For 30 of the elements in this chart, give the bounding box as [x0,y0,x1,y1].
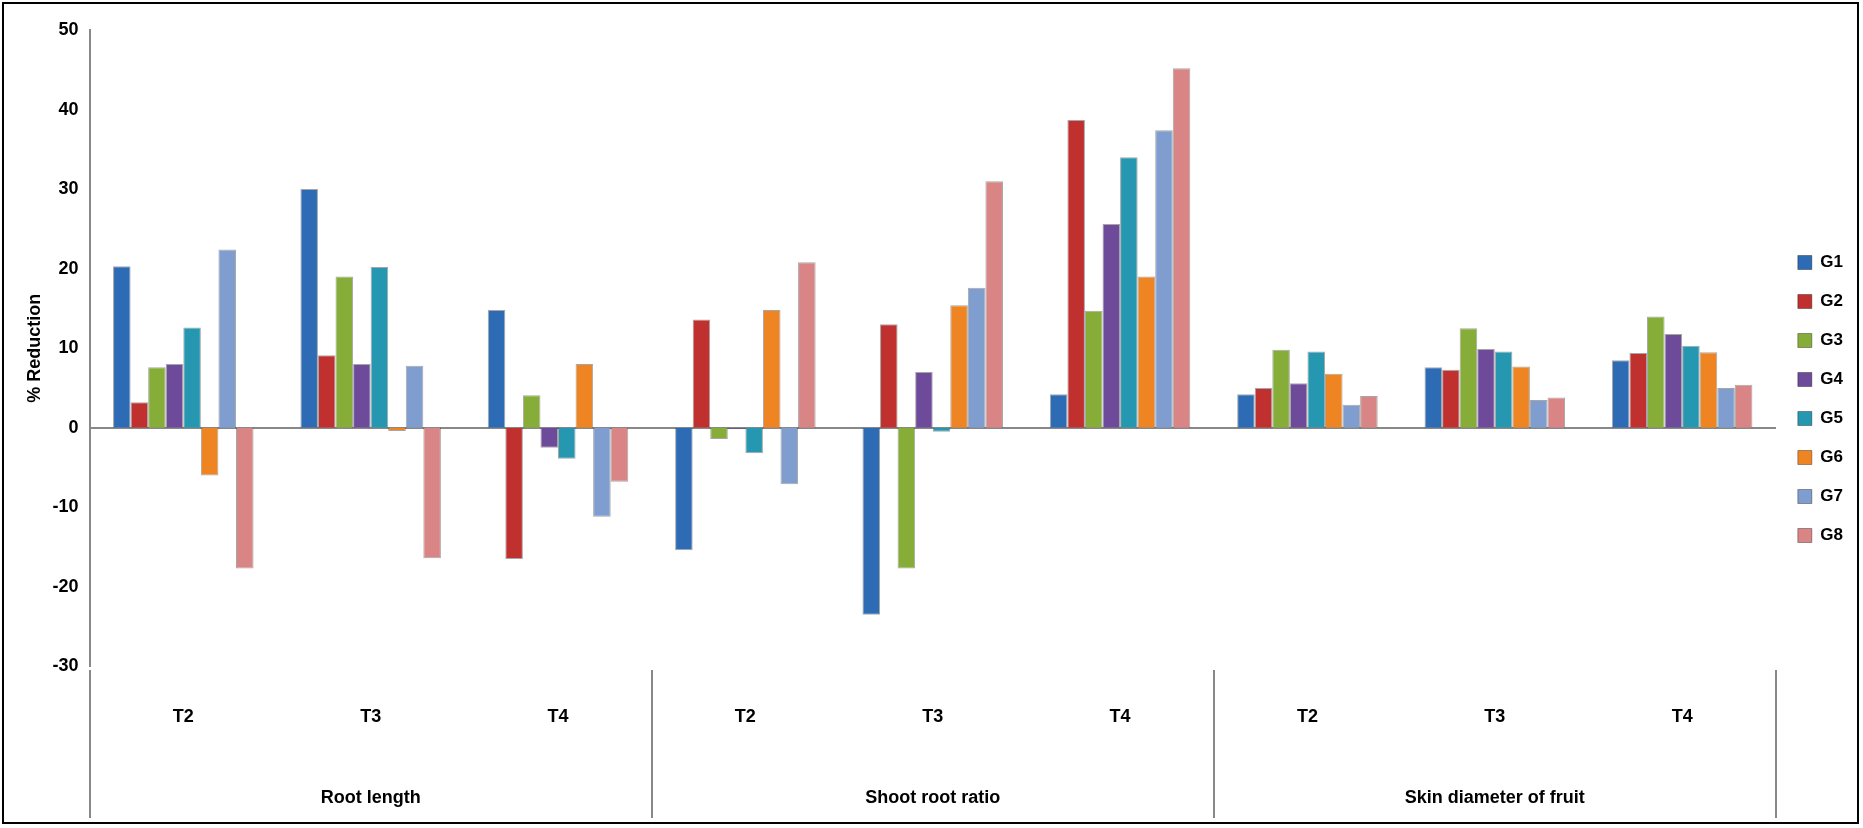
y-tick-label: 10 [58,337,79,358]
y-tick-label: -10 [52,496,79,517]
y-tick-label: 40 [58,98,79,119]
text: Shoot root ratio [865,786,1001,807]
y-tick-label: -20 [52,575,79,596]
y-tick-label: 0 [68,416,79,437]
x-tick-label: T2 [734,706,756,727]
x-tick-label: T4 [1671,706,1693,727]
legend-label: G1 [1820,252,1844,272]
x-tick-label: T3 [360,706,382,727]
legend-label: G2 [1820,291,1844,311]
legend-label: G3 [1820,330,1844,350]
x-tick-label: T2 [1296,706,1318,727]
y-tick-label: 30 [58,178,79,199]
y-tick-label: 20 [58,257,79,278]
x-tick-label: T4 [1109,706,1131,727]
y-tick-label: 50 [58,18,79,39]
legend-label: G6 [1820,447,1844,467]
x-tick-label: T4 [547,706,569,727]
legend-label: G5 [1820,408,1844,428]
legend-label: G8 [1820,525,1844,545]
y-tick-label: -30 [52,655,79,676]
text: Skin diameter of fruit [1404,786,1585,807]
x-tick-label: T3 [922,706,944,727]
text: Root length [320,786,421,807]
x-tick-label: T2 [172,706,194,727]
y-axis-title: % Reduction [23,293,44,403]
x-tick-label: T3 [1484,706,1506,727]
legend-label: G7 [1820,486,1844,506]
legend-label: G4 [1820,369,1844,389]
